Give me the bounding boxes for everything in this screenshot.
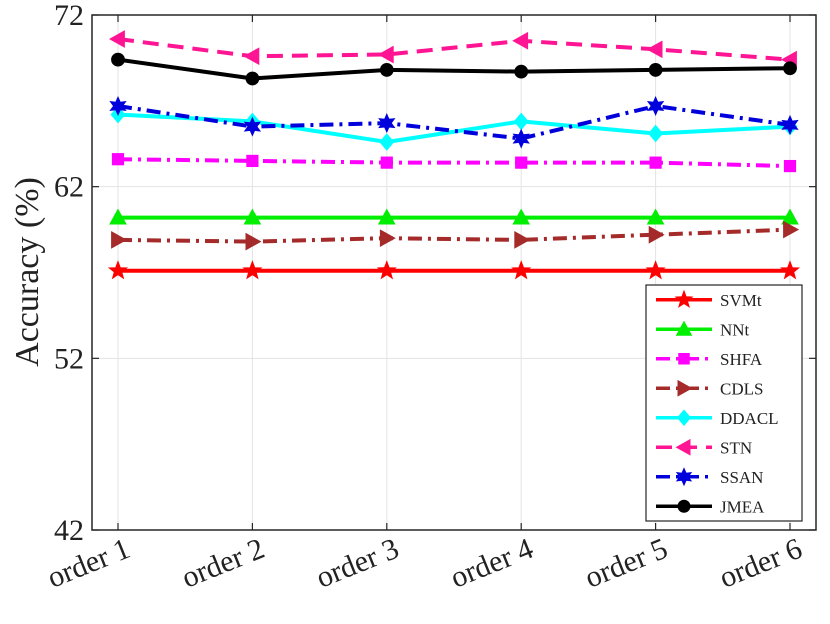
data-point-stn (512, 31, 529, 50)
series-group (107, 30, 801, 280)
x-tick-label: order 2 (177, 532, 269, 595)
legend-marker-cdls (677, 379, 693, 397)
legend-marker-ssan (675, 467, 693, 487)
series-shfa (111, 153, 797, 173)
legend-label-shfa: SHFA (720, 350, 763, 369)
legend-marker-shfa (678, 353, 690, 365)
legend-label-ddacl: DDACL (720, 409, 779, 428)
series-nnt (109, 208, 799, 225)
legend-item-stn: STN (656, 438, 752, 457)
data-point-stn (243, 47, 260, 66)
data-point-stn (646, 40, 663, 59)
data-point-stn (377, 45, 394, 64)
legend-box (645, 284, 803, 522)
legend-item-shfa: SHFA (656, 350, 763, 369)
x-tick-label: order 4 (446, 532, 538, 595)
data-point-nnt (646, 208, 665, 225)
legend-label-stn: STN (720, 438, 752, 457)
y-tick-label: 52 (54, 342, 84, 375)
data-point-cdls (783, 220, 800, 239)
data-point-shfa (515, 156, 528, 169)
data-point-cdls (514, 231, 531, 249)
data-point-nnt (109, 208, 127, 225)
data-point-jmea (245, 71, 260, 86)
data-point-ssan (109, 95, 127, 117)
data-point-shfa (380, 156, 393, 169)
x-tick-label: order 6 (715, 532, 807, 595)
data-point-jmea (783, 61, 797, 76)
legend-marker-nnt (675, 320, 693, 336)
legend-item-ssan: SSAN (656, 467, 763, 487)
data-point-stn (108, 30, 125, 48)
legend-marker-ddacl (676, 409, 692, 427)
data-point-nnt (512, 208, 531, 225)
data-point-nnt (377, 208, 396, 225)
legend-label-svmt: SVMt (720, 291, 762, 310)
data-point-ssan (646, 95, 665, 117)
series-stn (108, 30, 797, 69)
series-line-stn (117, 37, 791, 62)
data-point-shfa (246, 154, 259, 168)
legend-item-ddacl: DDACL (656, 409, 779, 428)
series-ssan (109, 95, 799, 149)
legend-marker-stn (675, 438, 691, 456)
plot-area (91, 14, 817, 531)
y-tick-label: 72 (54, 0, 84, 32)
data-point-svmt (511, 260, 532, 280)
data-point-cdls (379, 229, 396, 248)
data-point-shfa (111, 153, 125, 166)
data-point-cdls (648, 225, 665, 244)
series-jmea (111, 52, 797, 86)
data-point-ddacl (379, 133, 395, 151)
legend-label-cdls: CDLS (720, 379, 763, 398)
data-point-svmt (779, 260, 801, 280)
series-line-shfa (117, 157, 791, 169)
data-point-ssan (243, 116, 262, 137)
legend-label-nnt: NNt (720, 320, 750, 339)
data-point-shfa (649, 156, 662, 169)
data-point-svmt (107, 260, 129, 280)
data-point-cdls (245, 232, 262, 251)
series-svmt (107, 260, 801, 280)
x-tick-label: order 5 (580, 532, 672, 595)
data-point-jmea (111, 52, 125, 67)
data-point-svmt (645, 260, 666, 280)
series-ddacl (110, 105, 798, 151)
legend-label-ssan: SSAN (720, 468, 763, 487)
data-point-nnt (243, 208, 262, 225)
legend-label-jmea: JMEA (720, 497, 765, 516)
data-point-ssan (781, 114, 799, 135)
data-point-ddacl (513, 112, 529, 131)
y-axis-label: Accuracy (%) (9, 177, 46, 367)
data-point-ssan (512, 128, 530, 149)
legend: SVMt NNt SHFA CDLS DDACL STN SSAN JMEA (645, 284, 803, 522)
y-tick-label: 42 (54, 514, 84, 547)
legend-marker-jmea (677, 499, 691, 513)
data-point-jmea (648, 63, 663, 77)
y-axis-ticks: 42 52 62 72 (54, 0, 816, 547)
data-point-svmt (376, 260, 397, 280)
data-point-ssan (378, 113, 396, 134)
legend-item-nnt: NNt (656, 320, 750, 339)
data-point-jmea (514, 64, 529, 79)
legend-item-svmt: SVMt (656, 289, 762, 310)
series-line-ddacl (117, 112, 791, 144)
series-line-jmea (117, 57, 791, 81)
x-tick-label: order 3 (312, 532, 404, 595)
y-tick-label: 62 (54, 171, 84, 204)
data-point-ddacl (648, 124, 664, 143)
data-point-cdls (111, 231, 128, 249)
data-point-nnt (781, 208, 799, 225)
legend-marker-svmt (674, 289, 694, 308)
data-point-svmt (242, 260, 263, 280)
series-line-cdls (117, 227, 791, 244)
series-cdls (111, 220, 800, 251)
data-point-jmea (379, 63, 394, 77)
legend-item-cdls: CDLS (656, 379, 763, 398)
legend-item-jmea: JMEA (656, 497, 765, 516)
data-point-shfa (783, 159, 797, 173)
